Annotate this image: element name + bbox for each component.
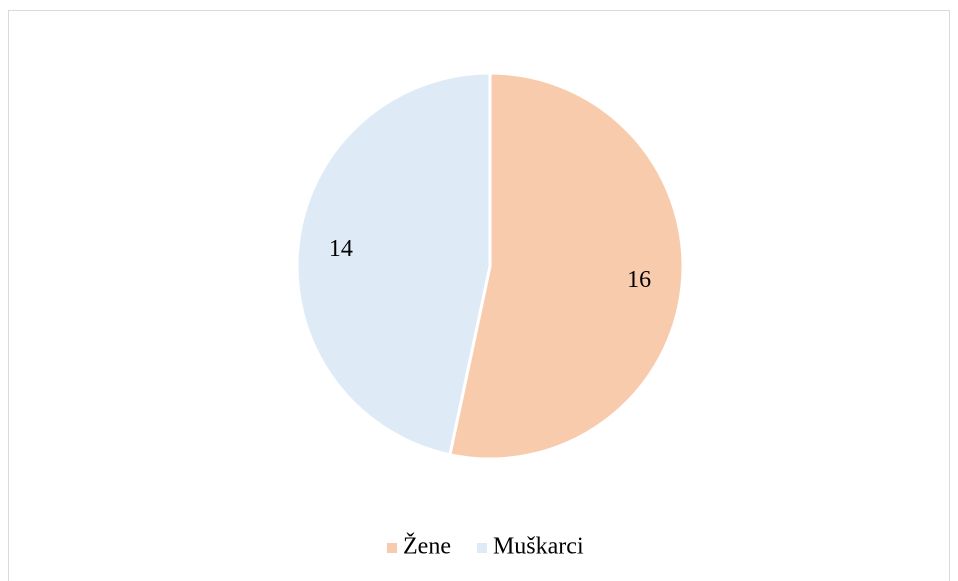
data-label: 14 (329, 236, 353, 262)
legend-swatch (476, 543, 487, 553)
data-label: 16 (627, 267, 651, 293)
legend-label: Žene (403, 534, 451, 560)
pie-slice (295, 71, 492, 457)
pie-slice (448, 71, 685, 461)
legend-label: Muškarci (493, 534, 584, 560)
legend-swatch (387, 543, 397, 553)
